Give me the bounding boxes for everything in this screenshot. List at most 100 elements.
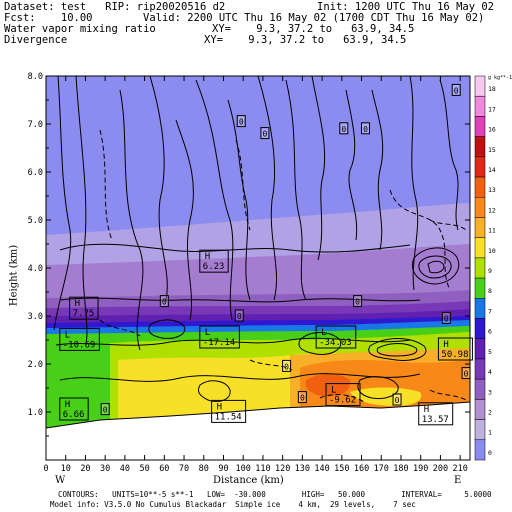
zero-value: 0 [162,298,167,307]
extremum-label: L-34.03 [315,325,357,349]
extremum-box [199,249,229,273]
x-tick-label: 200 [433,464,448,474]
zero-value: 0 [395,396,400,405]
y-tick-label: 3.0 [28,312,43,322]
zero-contour-label: 0 [260,127,270,140]
x-tick-label: 180 [393,464,408,474]
x-tick-label: 170 [374,464,389,474]
colorbar-label: 2 [488,408,492,416]
zero-value: 0 [237,312,242,321]
extremum-letter: L [205,328,210,338]
colorbar-swatch [474,95,486,117]
extremum-letter: L [321,328,326,338]
extremum-value: 6.66 [63,410,85,420]
extremum-box [315,325,357,349]
extremum-value: 6.23 [203,262,225,272]
x-axis-title: Distance (km) [213,475,284,486]
model-info-line: Model info: V3.5.0 No Cumulus Blackadar … [50,500,416,509]
colorbar-label: 12 [488,206,496,214]
contour-info-line: CONTOURS: UNITS=10**-5 s**-1 LOW= -30.00… [58,490,492,499]
x-tick-label: 130 [295,464,310,474]
extremum-letter: H [205,252,210,262]
colorbar-swatch [474,439,486,461]
colorbar-swatch [474,197,486,218]
extremum-box [437,337,473,361]
colorbar-label: 4 [488,368,492,376]
colorbar-label: 17 [488,105,496,113]
extremum-label: H6.66 [59,397,89,421]
zero-box [461,367,471,380]
colorbar-label: 10 [488,247,496,255]
zero-value: 0 [464,370,469,379]
colorbar-label: 8 [488,287,492,295]
y-tick-label: 1.0 [28,408,43,418]
x-tick-label: 140 [314,464,329,474]
y-tick-label: 7.0 [28,120,43,130]
extremum-label: H50.98 [437,337,473,361]
band-yellow-patch [350,387,422,406]
fcst-label: Fcst: 10.00 [4,12,93,24]
zero-value: 0 [363,125,368,134]
zero-value: 0 [444,314,449,323]
extremum-value: -34.03 [319,338,352,348]
x-tick-label: 10 [61,464,71,474]
colorbar-label: 1 [488,429,492,437]
zero-value: 0 [355,298,360,307]
extremum-letter: L [65,330,70,340]
x-tick-label: 90 [218,464,228,474]
colorbar-label: 7 [488,307,492,315]
extremum-value: 50.98 [441,350,468,360]
y-tick-label: 6.0 [28,168,43,178]
field2-label: Divergence [4,34,68,46]
extremum-label: L-17.14 [199,325,240,349]
extremum-letter: H [443,340,448,350]
zero-box [234,309,244,322]
extremum-box [211,399,247,423]
y-tick-label: 4.0 [28,264,43,274]
zero-box [260,127,270,140]
colorbar-swatch [474,338,486,360]
terrain [46,401,470,460]
y-axis-title: Height (km) [8,244,20,307]
extremum-letter: L [331,386,336,396]
colorbar-label: 11 [488,227,496,235]
colorbar-swatch [474,257,486,279]
extremum-label: L-9.62 [325,383,361,407]
zero-contour-label: 0 [353,295,363,308]
colorbar-label: 15 [488,146,496,154]
x-tick-label: 120 [275,464,290,474]
band-dark-orange [305,374,351,397]
zero-value: 0 [284,362,289,371]
colorbar-label: 18 [488,85,496,93]
y-tick-label: 5.0 [28,216,43,226]
valid-label: Valid: 2200 UTC Thu 16 May 02 (1700 CDT … [143,12,485,24]
colorbar-swatch [474,237,486,259]
extremum-label: L-10.69 [59,327,100,351]
extremum-value: 7.75 [73,309,95,319]
colorbar-label: 16 [488,126,496,134]
zero-box [392,393,402,406]
colorbar-label: 0 [488,449,492,457]
divergence-contours-dashed [99,129,467,403]
x-tick-label: 50 [139,464,149,474]
zero-box [441,311,451,324]
extremum-letter: H [424,405,429,415]
field1-label: Water vapor mixing ratio [4,23,156,35]
x-tick-label: 80 [199,464,209,474]
x-tick-label: 70 [179,464,189,474]
x-tick-label: 160 [354,464,369,474]
divergence-contours [53,76,460,403]
zero-contour-label: 0 [360,122,370,135]
colorbar-swatch [474,116,486,137]
extremum-letter: H [75,299,80,309]
zero-contour-label: 0 [461,367,471,380]
x-tick-label: 60 [159,464,169,474]
x-tick-label: 20 [80,464,90,474]
field2-xy-label: XY= 9.3, 37.2 to 63.9, 34.5 [204,34,407,46]
colorbar-label: 3 [488,388,492,396]
y-tick-label: 8.0 [28,72,43,82]
colorbar-swatch [474,419,486,441]
zero-contour-label: 0 [159,295,169,308]
zero-value: 0 [300,394,305,403]
